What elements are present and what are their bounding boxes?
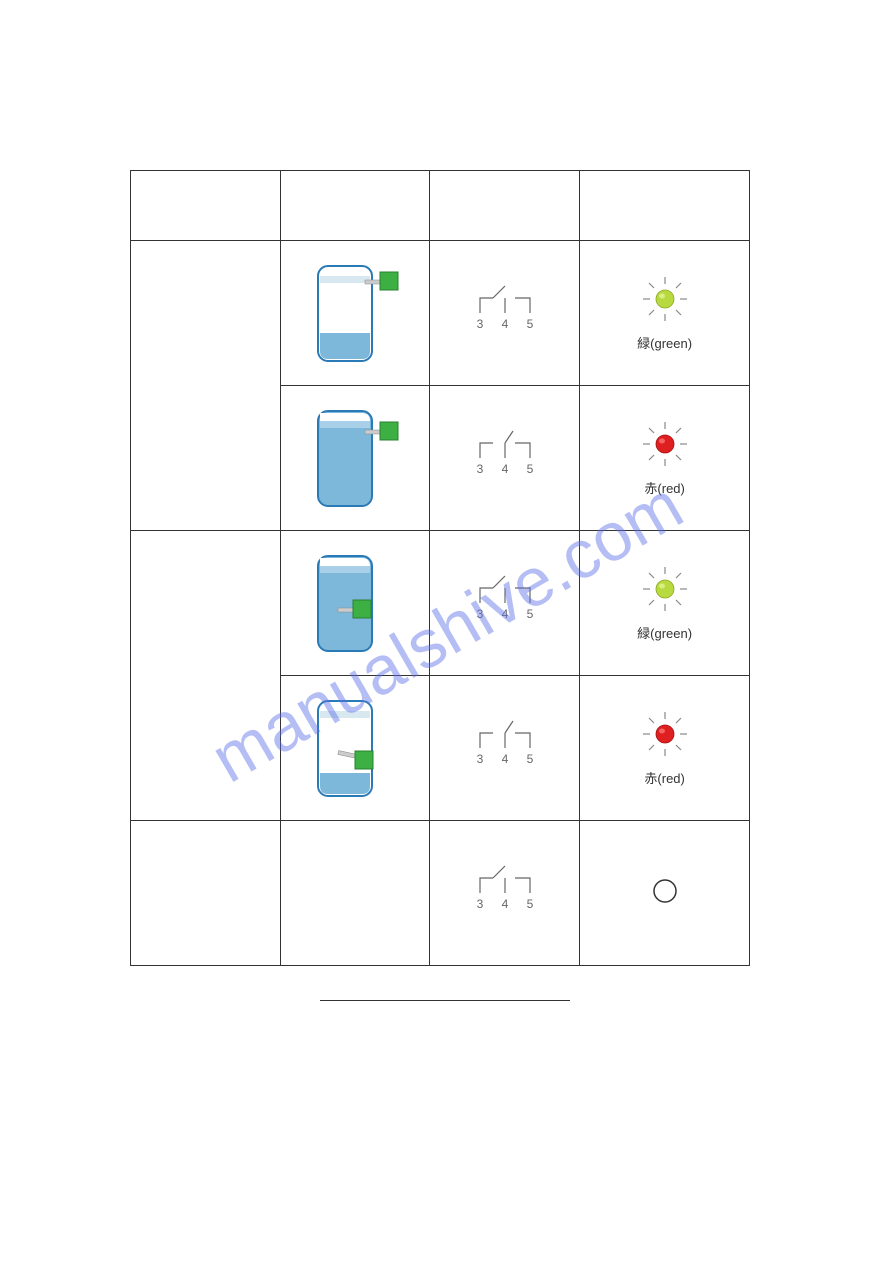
svg-text:4: 4 xyxy=(502,462,509,476)
light-red-icon xyxy=(640,709,690,759)
light-cell xyxy=(580,821,750,966)
tank-icon xyxy=(310,403,400,513)
switch-icon: 3 4 5 xyxy=(465,713,545,783)
light-label: 赤(red) xyxy=(588,768,741,787)
svg-text:3: 3 xyxy=(477,897,484,911)
svg-text:5: 5 xyxy=(527,752,534,766)
light-cell: 赤(red) xyxy=(580,676,750,821)
light-green-icon xyxy=(640,564,690,614)
svg-text:5: 5 xyxy=(527,462,534,476)
switch-icon: 3 4 5 xyxy=(465,858,545,928)
header-col2 xyxy=(280,171,430,241)
svg-text:5: 5 xyxy=(527,317,534,331)
tank-cell xyxy=(280,386,430,531)
row-label-cell xyxy=(131,241,281,531)
light-green-icon xyxy=(640,274,690,324)
svg-text:3: 3 xyxy=(477,752,484,766)
light-cell: 赤(red) xyxy=(580,386,750,531)
switch-icon: 3 4 5 xyxy=(465,423,545,493)
light-label: 緑(green) xyxy=(588,623,741,642)
svg-text:5: 5 xyxy=(527,897,534,911)
switch-cell: 3 4 5 xyxy=(430,676,580,821)
tank-icon xyxy=(310,258,400,368)
tank-cell xyxy=(280,821,430,966)
light-label: 赤(red) xyxy=(588,478,741,497)
svg-text:5: 5 xyxy=(527,607,534,621)
header-col4 xyxy=(580,171,750,241)
switch-icon: 3 4 5 xyxy=(465,278,545,348)
light-label: 緑(green) xyxy=(588,333,741,352)
table-row: 3 4 5 xyxy=(131,531,750,676)
svg-text:3: 3 xyxy=(477,607,484,621)
switch-icon: 3 4 5 xyxy=(465,568,545,638)
tank-icon xyxy=(310,693,400,803)
state-table: 3 4 5 xyxy=(130,170,750,966)
row-label-cell xyxy=(131,531,281,821)
light-red-icon xyxy=(640,419,690,469)
switch-cell: 3 4 5 xyxy=(430,386,580,531)
footer-underline xyxy=(320,1000,570,1001)
header-col3 xyxy=(430,171,580,241)
light-cell: 緑(green) xyxy=(580,241,750,386)
tank-cell xyxy=(280,676,430,821)
switch-cell: 3 4 5 xyxy=(430,241,580,386)
tank-cell xyxy=(280,531,430,676)
header-row xyxy=(131,171,750,241)
tank-cell xyxy=(280,241,430,386)
row-label-cell xyxy=(131,821,281,966)
svg-text:4: 4 xyxy=(502,317,509,331)
svg-text:4: 4 xyxy=(502,607,509,621)
tank-icon xyxy=(310,548,400,658)
svg-text:3: 3 xyxy=(477,317,484,331)
table-row: 3 4 5 xyxy=(131,821,750,966)
switch-cell: 3 4 5 xyxy=(430,821,580,966)
svg-text:4: 4 xyxy=(502,897,509,911)
svg-text:4: 4 xyxy=(502,752,509,766)
light-cell: 緑(green) xyxy=(580,531,750,676)
svg-text:3: 3 xyxy=(477,462,484,476)
table-row: 3 4 5 xyxy=(131,241,750,386)
circle-icon xyxy=(650,876,680,906)
header-col1 xyxy=(131,171,281,241)
switch-cell: 3 4 5 xyxy=(430,531,580,676)
